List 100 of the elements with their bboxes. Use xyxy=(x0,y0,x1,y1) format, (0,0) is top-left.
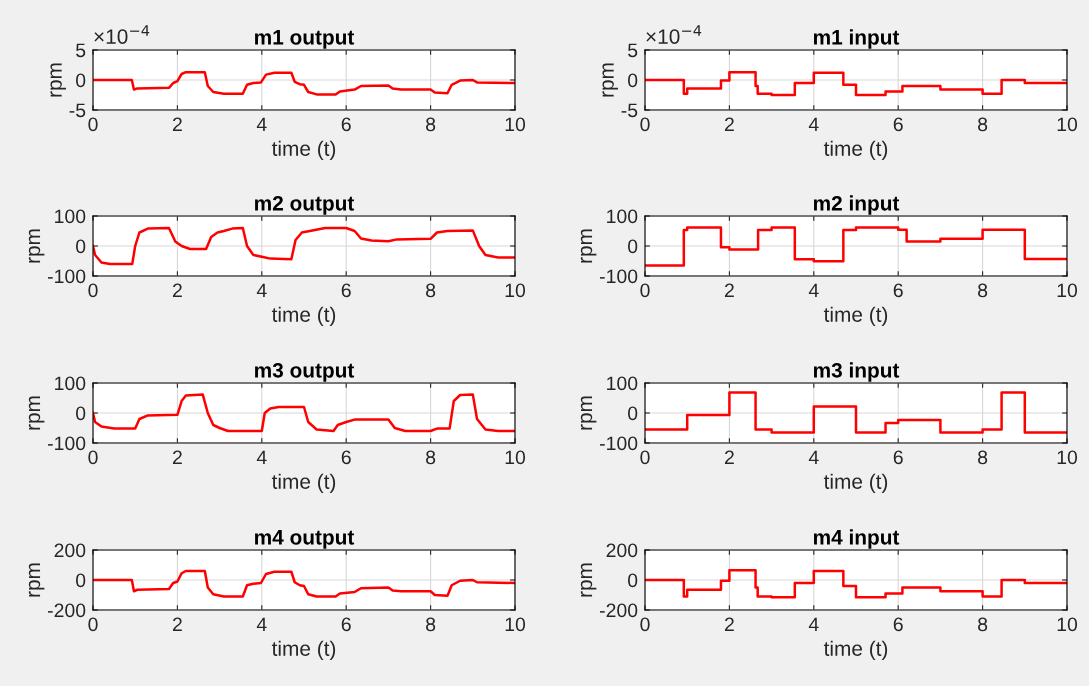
x-tick-label: 6 xyxy=(893,617,903,632)
chart-title: m2 input xyxy=(813,195,900,215)
y-tick-label: -100 xyxy=(600,436,638,451)
chart-title: m3 input xyxy=(813,362,900,382)
x-axis-title: time (t) xyxy=(823,473,888,494)
x-tick-label: 10 xyxy=(1057,283,1078,298)
y-tick-label: 0 xyxy=(628,406,638,421)
y-tick-label: 100 xyxy=(55,209,86,224)
x-tick-label: 6 xyxy=(341,617,351,632)
y-tick-label: 0 xyxy=(628,73,638,88)
line-series xyxy=(93,569,515,598)
x-tick-label: 4 xyxy=(808,117,819,132)
x-tick-label: 0 xyxy=(640,617,650,632)
x-tick-label: 2 xyxy=(172,117,182,132)
y-tick-label: -100 xyxy=(600,269,638,284)
x-tick-label: 10 xyxy=(505,283,526,298)
x-tick-label: 0 xyxy=(88,617,98,632)
x-tick-label: 2 xyxy=(724,283,734,298)
y-axis-title: rpm xyxy=(580,563,597,597)
x-axis-title: time (t) xyxy=(823,640,888,661)
x-tick-label: 8 xyxy=(978,117,988,132)
line-series xyxy=(93,226,515,266)
x-tick-label: 4 xyxy=(808,617,819,632)
y-tick-label: 100 xyxy=(55,376,86,391)
x-tick-label: 2 xyxy=(724,450,734,465)
y-tick-label: -200 xyxy=(600,603,638,618)
x-tick-label: 0 xyxy=(640,283,650,298)
x-tick-label: 10 xyxy=(505,117,526,132)
x-axis-title: time (t) xyxy=(271,140,336,161)
y-tick-label: 100 xyxy=(607,376,638,391)
chart-title: m1 output xyxy=(255,30,355,49)
chart-title: m1 input xyxy=(813,29,900,49)
y-axis-title: rpm xyxy=(50,63,66,97)
x-tick-label: 8 xyxy=(426,450,436,465)
line-series xyxy=(93,393,515,433)
y-tick-label: 5 xyxy=(76,43,86,58)
text: ×10$^{−4}$ xyxy=(646,25,702,44)
x-tick-label: 4 xyxy=(808,450,819,465)
y-tick-label: 0 xyxy=(628,573,638,588)
x-tick-label: 2 xyxy=(172,617,182,632)
chart-title: m2 output xyxy=(255,195,355,215)
y-axis-title: rpm xyxy=(602,63,618,97)
y-tick-label: 0 xyxy=(628,239,638,254)
y-tick-label: -200 xyxy=(48,603,86,618)
x-tick-label: 8 xyxy=(978,450,988,465)
x-tick-label: 10 xyxy=(1057,617,1078,632)
x-tick-label: 0 xyxy=(88,283,98,298)
y-tick-label: 0 xyxy=(76,573,86,588)
x-tick-label: 0 xyxy=(640,450,650,465)
y-tick-label: -5 xyxy=(621,103,638,118)
y-tick-label: 100 xyxy=(607,209,638,224)
y-tick-label: 5 xyxy=(628,43,638,58)
x-tick-label: 6 xyxy=(341,117,351,132)
x-tick-label: 0 xyxy=(88,450,98,465)
x-axis-title: time (t) xyxy=(271,306,336,327)
x-tick-label: 6 xyxy=(341,283,351,298)
chart-title: m3 output xyxy=(255,362,355,382)
x-tick-label: 4 xyxy=(256,283,267,298)
x-tick-label: 10 xyxy=(1057,450,1078,465)
x-tick-label: 6 xyxy=(893,283,903,298)
line-series xyxy=(93,70,515,96)
y-tick-label: 0 xyxy=(76,406,86,421)
x-tick-label: 10 xyxy=(505,450,526,465)
y-axis-title: rpm xyxy=(28,229,45,263)
x-tick-label: 8 xyxy=(426,617,436,632)
x-tick-label: 4 xyxy=(256,117,267,132)
y-tick-label: 200 xyxy=(54,543,86,558)
chart-title: m4 output xyxy=(255,530,355,549)
y-axis-title: rpm xyxy=(28,563,45,597)
x-tick-label: 8 xyxy=(426,283,436,298)
x-tick-label: 4 xyxy=(256,450,267,465)
y-tick-label: 200 xyxy=(606,543,638,558)
x-tick-label: 6 xyxy=(893,450,903,465)
x-tick-label: 6 xyxy=(893,117,903,132)
y-axis-title: rpm xyxy=(580,229,597,263)
x-axis-title: time (t) xyxy=(823,140,888,161)
x-tick-label: 10 xyxy=(505,617,526,632)
x-tick-label: 2 xyxy=(724,117,734,132)
y-tick-label: 0 xyxy=(76,239,86,254)
text: ×10$^{−4}$ xyxy=(94,25,150,44)
y-tick-label: -100 xyxy=(48,436,86,451)
x-tick-label: 2 xyxy=(172,450,182,465)
x-tick-label: 6 xyxy=(341,450,351,465)
y-axis-title: rpm xyxy=(580,396,597,430)
x-axis-title: time (t) xyxy=(271,640,336,661)
x-tick-label: 8 xyxy=(426,117,436,132)
y-tick-label: -100 xyxy=(48,269,86,284)
y-tick-label: 0 xyxy=(76,73,86,88)
y-tick-label: -5 xyxy=(69,103,86,118)
x-axis-title: time (t) xyxy=(271,473,336,494)
x-tick-label: 8 xyxy=(978,617,988,632)
x-tick-label: 4 xyxy=(808,283,819,298)
x-tick-label: 2 xyxy=(724,617,734,632)
x-tick-label: 4 xyxy=(256,617,267,632)
x-axis-title: time (t) xyxy=(823,306,888,327)
chart-title: m4 input xyxy=(813,529,900,549)
y-axis-title: rpm xyxy=(28,396,45,430)
x-tick-label: 0 xyxy=(640,117,650,132)
x-tick-label: 2 xyxy=(172,283,182,298)
x-tick-label: 10 xyxy=(1057,117,1078,132)
